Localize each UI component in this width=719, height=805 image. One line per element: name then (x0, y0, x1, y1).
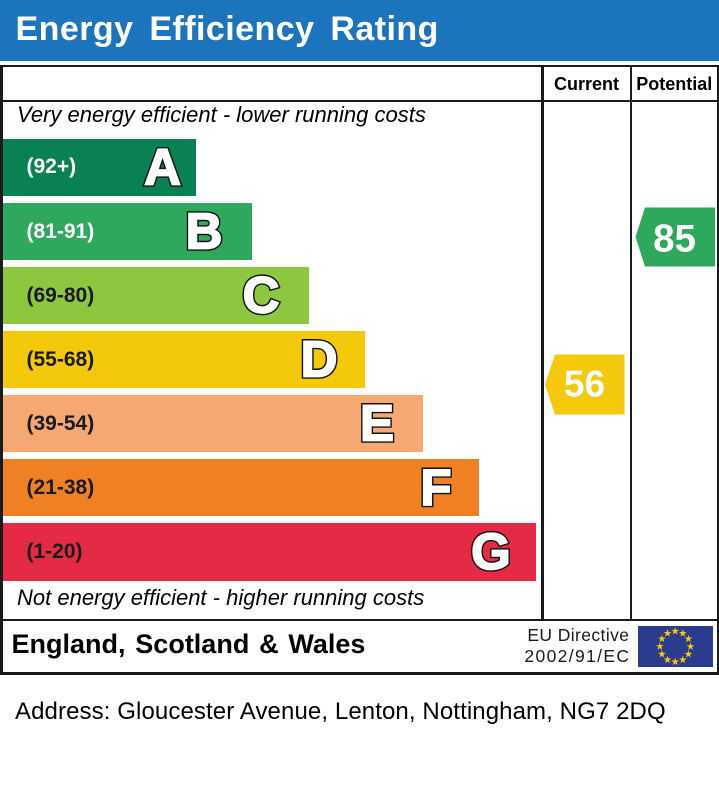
svg-text:C: C (243, 267, 280, 324)
svg-text:D: D (301, 331, 338, 388)
svg-text:F: F (420, 459, 451, 516)
svg-text:56: 56 (564, 364, 605, 405)
svg-text:G: G (471, 523, 511, 580)
svg-text:B: B (186, 202, 223, 259)
svg-text:B: B (186, 202, 223, 259)
svg-text:85: 85 (653, 217, 696, 260)
svg-text:D: D (301, 331, 338, 388)
svg-text:E: E (360, 395, 394, 452)
svg-text:E: E (360, 395, 394, 452)
svg-text:C: C (243, 267, 280, 324)
svg-text:F: F (420, 459, 451, 516)
svg-text:G: G (471, 523, 511, 580)
svg-text:A: A (144, 138, 181, 195)
svg-text:A: A (144, 138, 181, 195)
